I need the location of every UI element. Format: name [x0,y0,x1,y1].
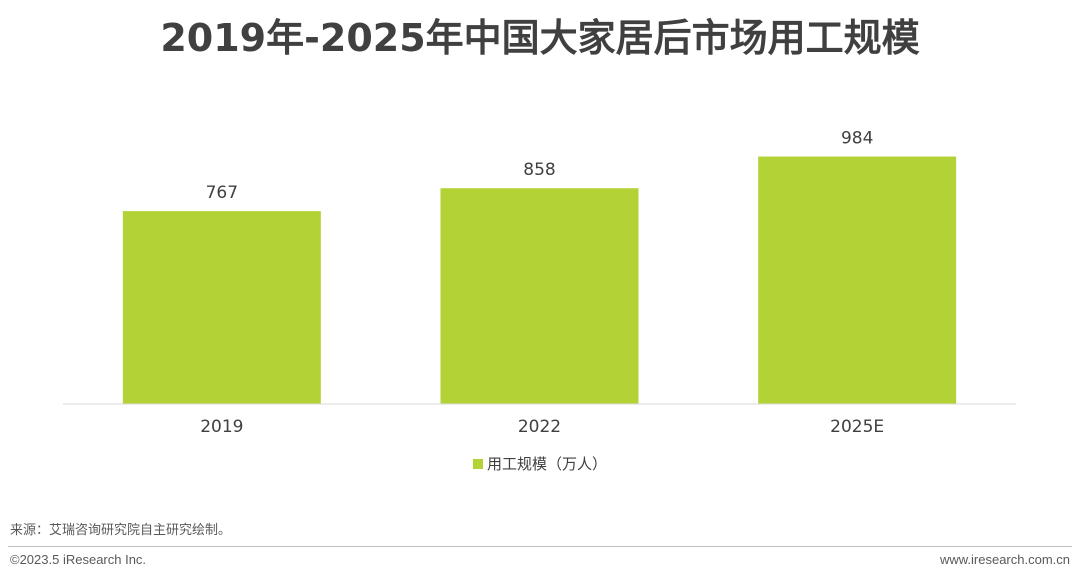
bars-layer: 767 2019 858 2022 984 2025E [122,129,957,437]
website-link[interactable]: www.iresearch.com.cn [939,552,1070,567]
legend-label: 用工规模（万人） [486,455,607,473]
bar-2019 [122,211,321,404]
bar-2025E [758,156,957,404]
source-note: 来源：艾瑞咨询研究院自主研究绘制。 [10,523,232,538]
data-label-2019: 767 [206,183,238,203]
bar-2022 [440,188,639,404]
legend: 用工规模（万人） [0,452,1080,476]
data-label-2022: 858 [523,160,555,180]
copyright-text: ©2023.5 iResearch Inc. [10,552,147,567]
chart-title: 2019年-2025年中国大家居后市场用工规模 [160,16,920,60]
legend-swatch [472,459,483,469]
category-label-2025E: 2025E [830,417,884,437]
footer-divider [8,546,1072,547]
data-label-2025E: 984 [841,129,873,149]
category-label-2019: 2019 [200,417,243,437]
category-label-2022: 2022 [518,417,561,437]
